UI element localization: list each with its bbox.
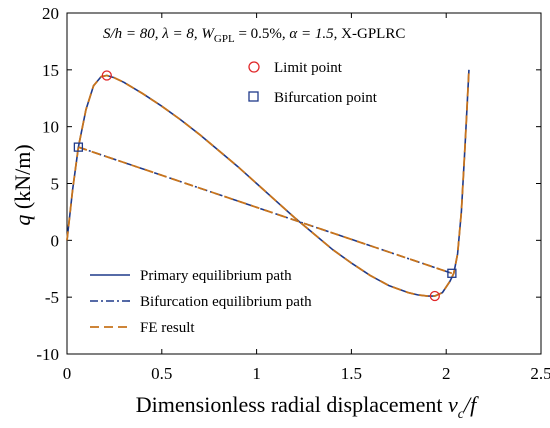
series-legend: Primary equilibrium path Bifurcation equ… xyxy=(90,268,312,336)
x-tick-label: 0.5 xyxy=(151,364,172,383)
y-tick-label: 0 xyxy=(51,231,60,250)
parameters-annotation: S/h = 80, λ = 8, WGPL = 0.5%, α = 1.5, X… xyxy=(103,26,405,45)
x-tick-label: 0 xyxy=(63,364,72,383)
annotation-type: X-GPLRC xyxy=(341,26,405,42)
x-axis-var: v xyxy=(448,392,458,417)
annotation-lambda: λ = 8 xyxy=(161,26,194,42)
x-tick-label: 1.5 xyxy=(341,364,362,383)
series-line-2 xyxy=(66,69,470,297)
x-axis-title: Dimensionless radial displacement vc/f xyxy=(136,392,479,422)
y-axis-title: q (kN/m) xyxy=(10,144,35,225)
y-tick-label: 10 xyxy=(42,118,59,137)
legend-bifurcation-point-symbol xyxy=(248,91,259,102)
annotation-wgpl: W xyxy=(201,26,215,42)
legend-bifurcation-point-label: Bifurcation point xyxy=(274,90,378,106)
annotation-alpha: α = 1.5 xyxy=(289,26,334,42)
x-tick-label: 2.5 xyxy=(530,364,550,383)
bifurcation-point-marker xyxy=(447,268,457,278)
limit-point-marker xyxy=(101,70,112,81)
y-tick-label: -10 xyxy=(36,345,59,364)
limit-point-marker xyxy=(429,290,440,302)
markers-legend: Limit point Bifurcation point xyxy=(248,60,378,106)
legend-limit-point-label: Limit point xyxy=(274,60,343,76)
legend-bifurcation-label: Bifurcation equilibrium path xyxy=(140,294,312,310)
y-axis-unit: (kN/m) xyxy=(10,144,35,214)
annotation-wgpl-sub: GPL xyxy=(214,33,235,45)
bifurcation-point-marker xyxy=(73,142,84,152)
y-axis-ticks: -10 -5 0 5 10 15 20 xyxy=(36,4,541,364)
y-tick-label: -5 xyxy=(45,288,59,307)
y-tick-label: 5 xyxy=(51,175,60,194)
y-axis-var: q xyxy=(10,215,35,226)
annotation-wgpl-val: = 0.5% xyxy=(235,26,282,42)
x-axis-sub: c xyxy=(458,407,465,422)
x-tick-label: 2 xyxy=(442,364,451,383)
plot-frame xyxy=(66,12,542,355)
x-tick-label: 1 xyxy=(252,364,261,383)
legend-limit-point-symbol xyxy=(248,61,260,73)
y-tick-label: 15 xyxy=(42,61,59,80)
legend-primary-label: Primary equilibrium path xyxy=(140,268,292,284)
marker-layer xyxy=(73,70,457,302)
x-axis-tail: /f xyxy=(462,392,479,417)
legend-fe-label: FE result xyxy=(140,320,195,336)
series-layer xyxy=(66,69,470,297)
series-line-2-branch xyxy=(78,146,453,275)
x-axis-ticks: 0 0.5 1 1.5 2 2.5 xyxy=(63,13,550,383)
x-axis-main: Dimensionless radial displacement xyxy=(136,392,448,417)
y-tick-label: 20 xyxy=(42,4,59,23)
annotation-s-h: S/h = 80 xyxy=(103,26,155,42)
